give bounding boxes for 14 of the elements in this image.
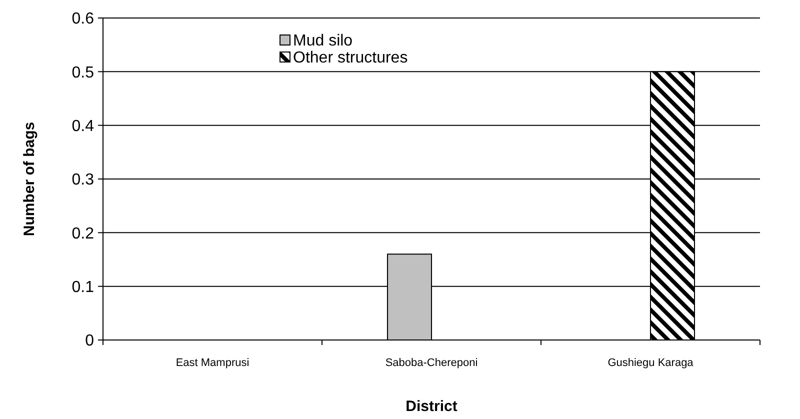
y-tick-label: 0.5 — [72, 64, 94, 82]
x-tick-label: Saboba-Chereponi — [385, 357, 478, 369]
legend-label: Other structures — [293, 50, 408, 67]
y-tick-label: 0.3 — [72, 172, 94, 189]
y-tick-label: 0.6 — [72, 10, 94, 28]
legend-label: Mud silo — [293, 32, 353, 50]
x-tick-label: East Mamprusi — [176, 357, 250, 369]
x-tick-label: Gushiegu Karaga — [608, 357, 694, 369]
y-tick-label: 0.4 — [72, 118, 94, 135]
y-tick-label: 0 — [85, 332, 94, 350]
y-axis-title: Number of bags — [21, 122, 38, 236]
y-tick-label: 0.1 — [72, 278, 94, 296]
x-axis-title: District — [406, 398, 458, 415]
y-tick-label: 0.2 — [72, 225, 94, 242]
